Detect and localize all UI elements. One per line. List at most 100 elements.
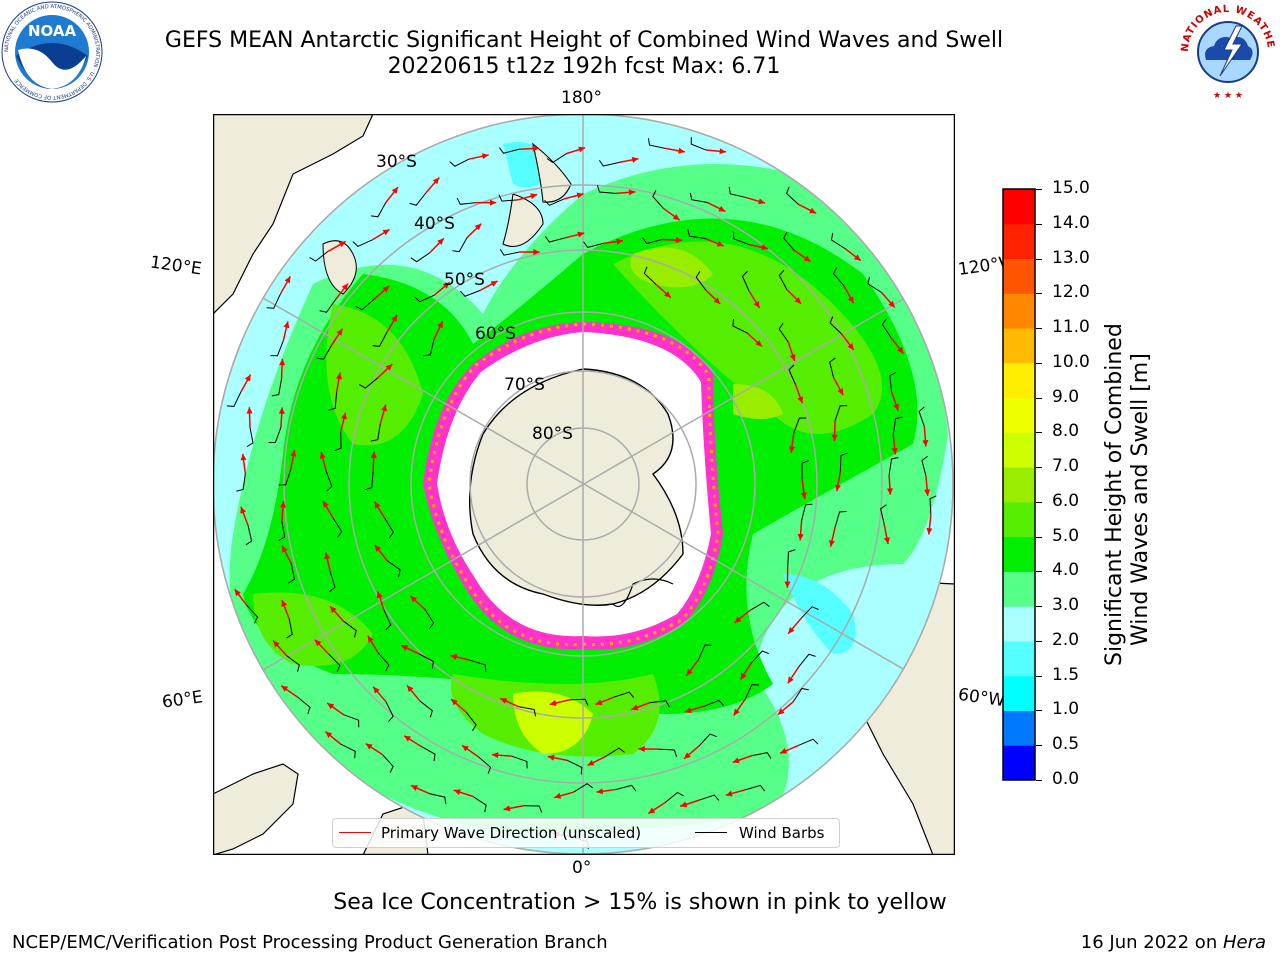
wind-barb xyxy=(698,733,717,747)
wave-direction-arrowhead xyxy=(788,626,795,634)
colorbar-tick-label: 10.0 xyxy=(1052,351,1090,372)
wind-barb xyxy=(546,153,567,164)
colorbar-segment xyxy=(1003,362,1035,399)
colorbar-tick-mark xyxy=(1036,258,1042,260)
wave-direction-arrowhead xyxy=(834,484,841,492)
wave-direction-arrowhead xyxy=(327,703,335,710)
wave-direction-arrowhead xyxy=(800,492,807,499)
wave-direction-arrowhead xyxy=(329,606,337,613)
wave-direction-arrowhead xyxy=(451,699,458,706)
wave-direction-arrowhead xyxy=(886,488,893,495)
map-legend: Primary Wave Direction (unscaled) Wind B… xyxy=(332,818,840,848)
wave-direction-arrowhead xyxy=(373,686,380,694)
colorbar-tick-label: 9.0 xyxy=(1052,386,1080,407)
wave-direction-arrowhead xyxy=(278,407,285,414)
wind-barb xyxy=(325,471,333,492)
wind-barb xyxy=(569,698,589,706)
wind-barb xyxy=(385,701,394,722)
wave-direction-arrowhead xyxy=(324,552,331,560)
colorbar-tick-label: 14.0 xyxy=(1052,212,1090,233)
footer-date: 16 Jun 2022 on xyxy=(1080,932,1223,953)
wave-direction-arrowhead xyxy=(888,300,895,308)
wind-barb xyxy=(328,392,338,411)
colorbar-segment xyxy=(1003,467,1035,503)
colorbar-tick-label: 0.0 xyxy=(1052,769,1080,789)
wave-direction-arrowhead xyxy=(758,198,765,205)
colorbar-tick-mark xyxy=(1036,362,1042,364)
wave-direction-arrowhead xyxy=(325,731,333,738)
wind-barb xyxy=(751,650,769,664)
wave-direction-arrowhead xyxy=(578,146,586,153)
wind-barb xyxy=(498,194,518,202)
wind-barb xyxy=(741,271,750,292)
colorbar-tick-mark xyxy=(1036,189,1042,190)
colorbar-tick-label: 12.0 xyxy=(1052,282,1090,303)
wind-barb xyxy=(733,231,749,245)
wind-barb xyxy=(409,192,427,206)
wind-barb xyxy=(449,158,470,167)
wave-direction-arrowhead xyxy=(290,449,297,457)
wind-barb xyxy=(881,318,892,339)
colorbar-tick-label: 11.0 xyxy=(1052,317,1090,338)
lat-label-50s: 50°S xyxy=(444,270,485,290)
colorbar-segment xyxy=(1003,397,1035,433)
svg-text:★ ★ ★: ★ ★ ★ xyxy=(1213,91,1243,101)
wave-direction-arrowhead xyxy=(503,805,511,812)
wave-direction-arrowhead xyxy=(240,453,247,461)
wave-direction-arrowhead xyxy=(891,447,898,455)
colorbar-label-line2: Wind Waves and Swell [m] xyxy=(1128,353,1153,646)
wave-direction-arrowhead xyxy=(595,699,603,705)
wind-barb xyxy=(801,460,809,480)
wave-direction-arrowhead xyxy=(780,747,788,754)
polar-map xyxy=(213,114,955,855)
wave-direction-arrowhead xyxy=(753,301,760,308)
wave-direction-arrowhead xyxy=(437,238,444,245)
wave-direction-arrowhead xyxy=(533,249,540,256)
wave-direction-arrowhead xyxy=(500,698,508,704)
colorbar-segment xyxy=(1003,710,1035,746)
wind-barb xyxy=(732,318,748,334)
wave-direction-arrowhead xyxy=(281,599,288,607)
wind-barb xyxy=(888,456,899,475)
wind-barb xyxy=(839,452,848,472)
colorbar-segment xyxy=(1003,223,1035,260)
wave-direction-arrowhead xyxy=(672,213,680,221)
wind-barb xyxy=(834,510,847,528)
wave-direction-arrowhead xyxy=(341,412,347,420)
wave-direction-arrowhead xyxy=(926,527,933,535)
wave-direction-arrowhead xyxy=(382,229,390,236)
wind-barb xyxy=(352,239,373,248)
wave-direction-arrowhead xyxy=(883,537,890,544)
wave-direction-arrowhead xyxy=(713,297,721,304)
wind-barb xyxy=(834,405,848,422)
wave-direction-arrowhead xyxy=(319,452,326,459)
wind-barb xyxy=(567,759,583,775)
colorbar-tick-mark xyxy=(1036,606,1042,608)
lon-label-lower-left: 60°E xyxy=(160,687,205,713)
wave-direction-arrowhead xyxy=(784,581,791,588)
wave-direction-arrowhead xyxy=(279,501,287,508)
wind-barb xyxy=(800,606,819,619)
wave-direction-arrowhead xyxy=(577,231,585,238)
wave-direction-arrowhead xyxy=(401,645,409,651)
wave-direction-arrowhead xyxy=(370,451,377,459)
wave-direction-arrowhead xyxy=(530,193,538,200)
wind-barb xyxy=(728,186,746,198)
wave-direction-arrowhead xyxy=(410,785,418,791)
wind-barb xyxy=(386,560,401,577)
wave-direction-arrowhead xyxy=(794,297,802,304)
wave-direction-arrowhead xyxy=(924,489,931,496)
wave-direction-arrowhead xyxy=(240,506,247,514)
wind-barb-swatch xyxy=(695,832,727,833)
wave-direction-arrowhead xyxy=(322,500,329,508)
wave-direction-arrowhead xyxy=(442,282,450,289)
colorbar-tick-label: 3.0 xyxy=(1052,595,1080,616)
wave-direction-arrowhead xyxy=(549,700,557,706)
colorbar-tick-mark xyxy=(1036,328,1042,330)
wind-barb xyxy=(286,655,300,672)
wind-barb xyxy=(652,190,664,209)
wave-direction-arrowhead xyxy=(391,314,398,322)
wave-direction-arrowhead xyxy=(336,372,342,380)
wave-direction-arrowhead xyxy=(897,346,904,354)
wind-barb xyxy=(359,377,379,389)
